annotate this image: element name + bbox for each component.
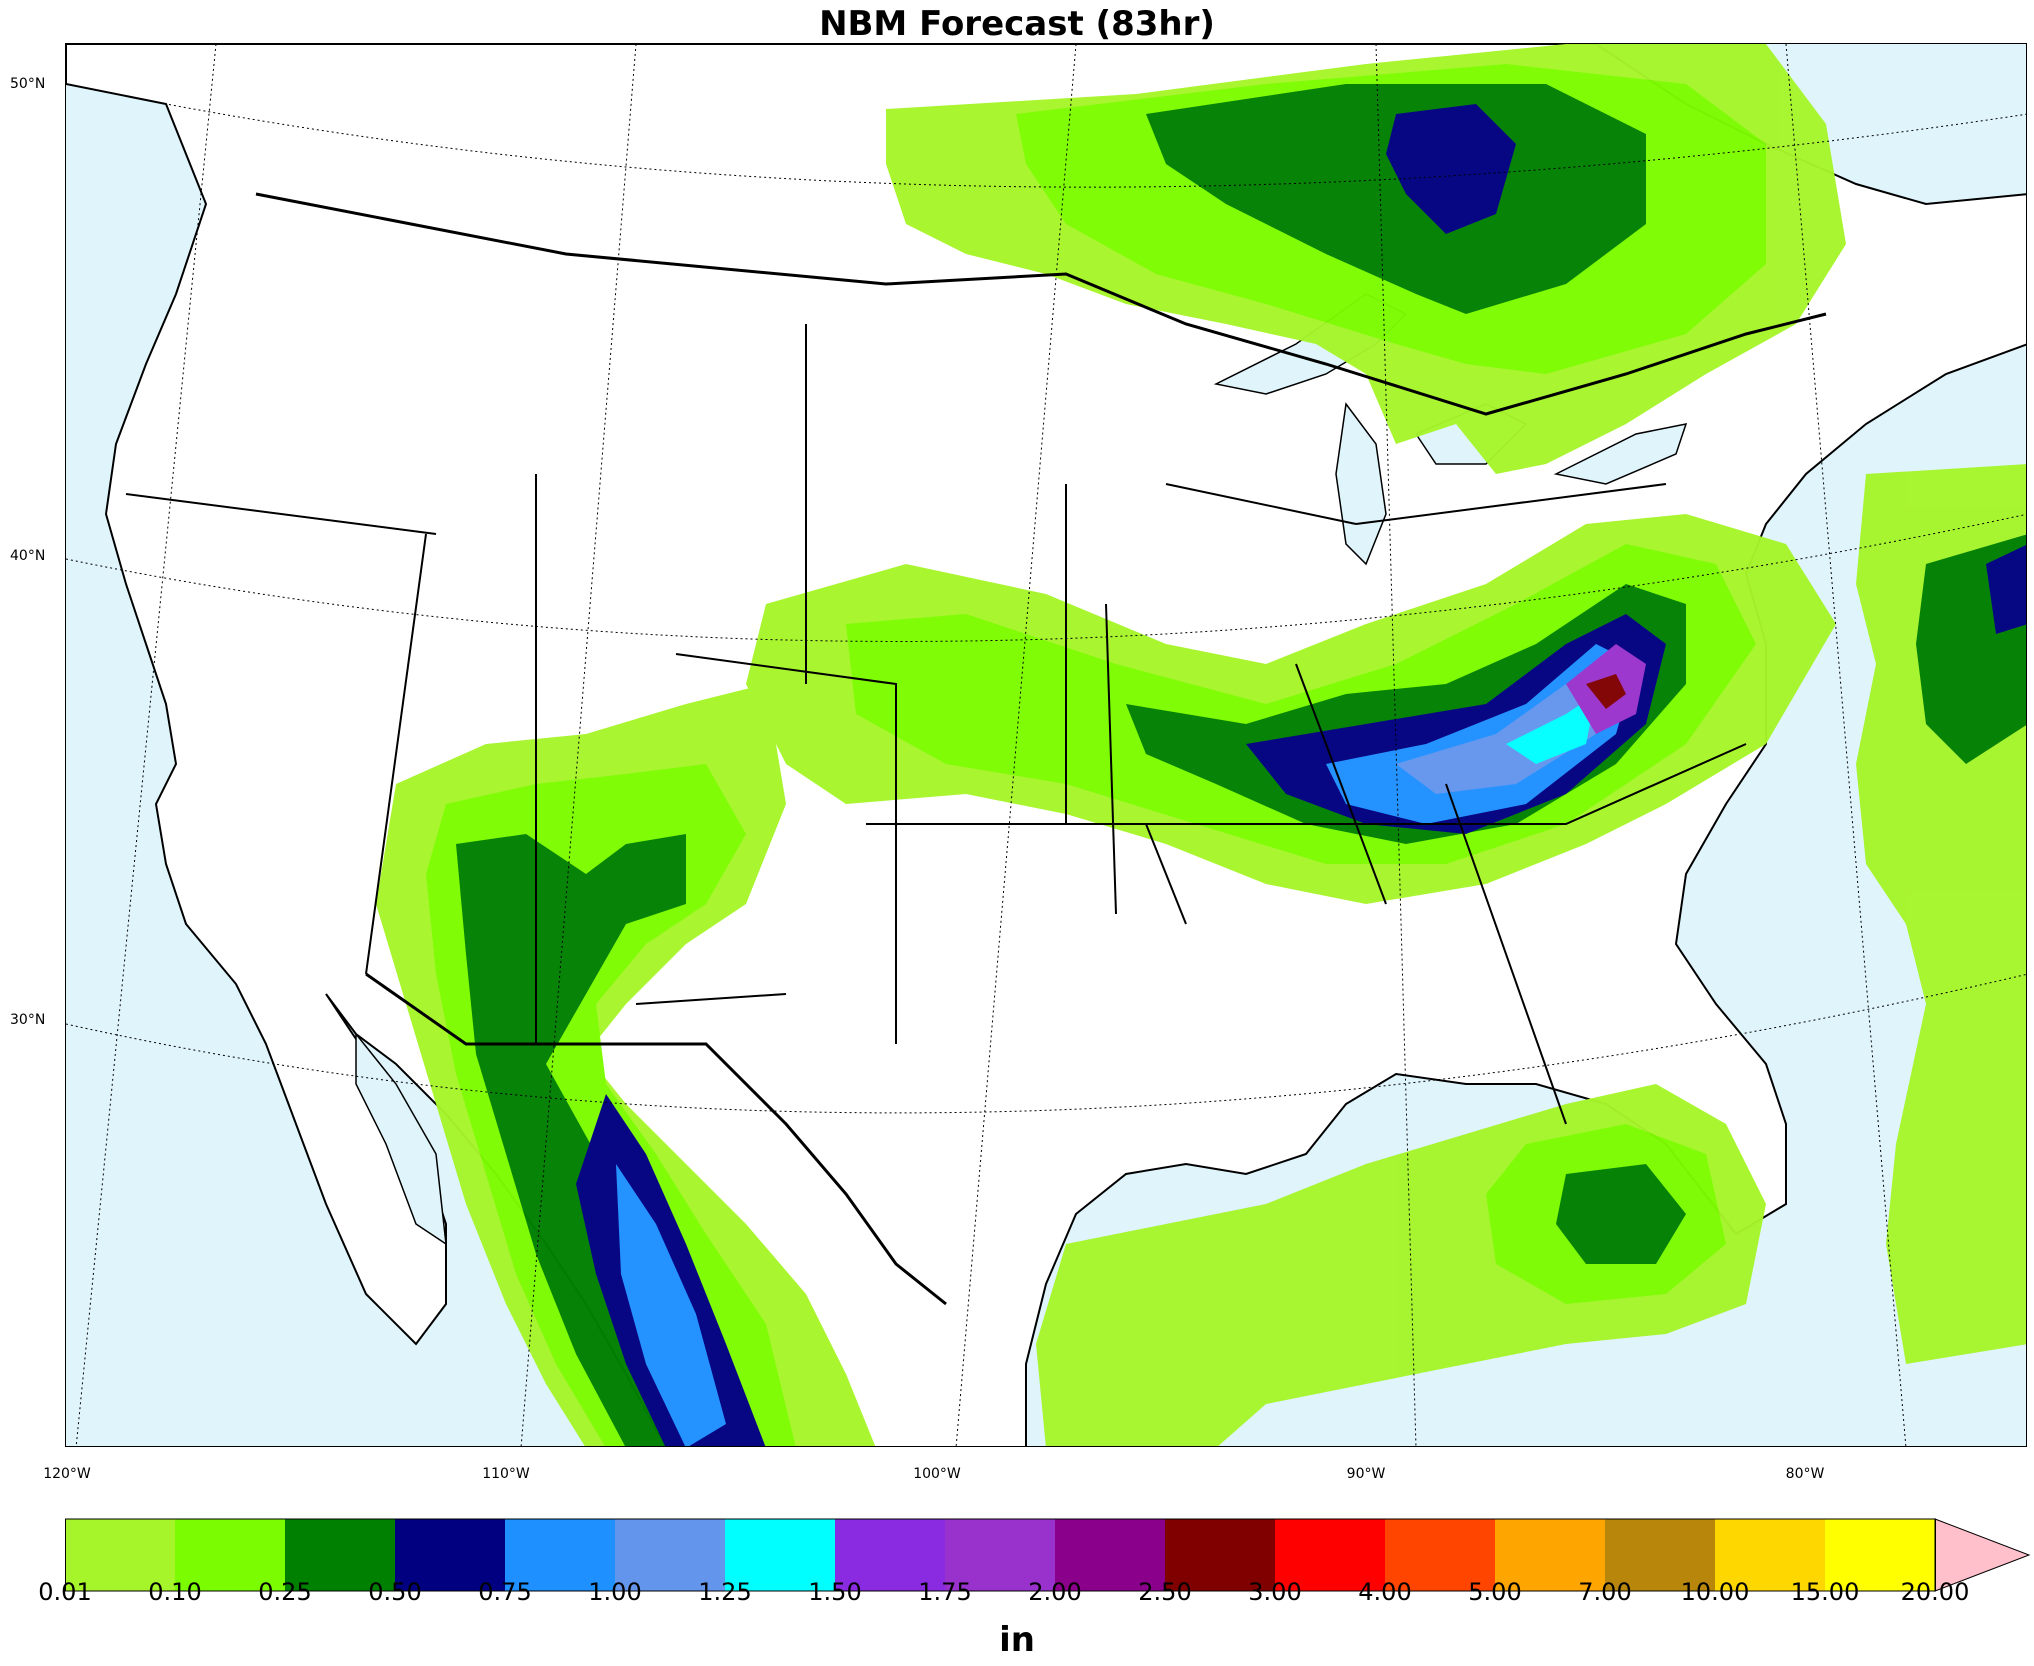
colorbar-segment	[1165, 1519, 1276, 1591]
lon-label-90w: 90°W	[1346, 1466, 1386, 1482]
colorbar-segment	[1495, 1519, 1606, 1591]
colorbar-tick-label: 0.10	[148, 1578, 202, 1606]
colorbar-segment	[395, 1519, 506, 1591]
colorbar-segment	[1385, 1519, 1496, 1591]
lat-label-30n: 30°N	[10, 1012, 46, 1028]
precip-mexico-blue	[616, 1164, 726, 1446]
lat-label-40n: 40°N	[10, 548, 46, 564]
precip-colorbar	[65, 1518, 2031, 1592]
colorbar-tick-label: 1.75	[918, 1578, 972, 1606]
colorbar-segment	[65, 1519, 176, 1591]
precip-gulf-heavy	[1556, 1164, 1686, 1264]
colorbar-tick-label: 10.00	[1680, 1578, 1750, 1606]
colorbar-tick-label: 0.75	[478, 1578, 532, 1606]
colorbar-segment	[945, 1519, 1056, 1591]
colorbar-tick-label: 0.01	[38, 1578, 92, 1606]
colorbar-tick-label: 3.00	[1248, 1578, 1302, 1606]
colorbar-tick-label: 2.50	[1138, 1578, 1192, 1606]
colorbar-segment	[725, 1519, 836, 1591]
colorbar-tick-label: 1.25	[698, 1578, 752, 1606]
precip-atlantic-max	[1986, 544, 2026, 634]
colorbar-segment	[835, 1519, 946, 1591]
colorbar-tick-label: 15.00	[1790, 1578, 1860, 1606]
colorbar-segment	[175, 1519, 286, 1591]
lat-label-50n: 50°N	[10, 76, 46, 92]
colorbar-tick-label: 5.00	[1468, 1578, 1522, 1606]
lon-label-80w: 80°W	[1785, 1466, 1825, 1482]
lon-label-110w: 110°W	[482, 1466, 530, 1482]
map-title: NBM Forecast (83hr)	[819, 4, 1215, 44]
colorbar-tick-label: 2.00	[1028, 1578, 1082, 1606]
colorbar-segment	[1055, 1519, 1166, 1591]
border-layer	[125, 192, 1827, 1306]
precip-layer	[376, 44, 2026, 1446]
colorbar-units: in	[999, 1620, 1035, 1660]
colorbar-segment	[1715, 1519, 1826, 1591]
state-lines	[125, 324, 1747, 1125]
precip-north-max	[1386, 104, 1516, 234]
precip-ohio-cornflower	[1396, 674, 1611, 794]
lon-label-120w: 120°W	[43, 1466, 91, 1482]
precip-north-heavy	[1146, 84, 1646, 314]
lon-label-100w: 100°W	[913, 1466, 961, 1482]
colorbar-tick-label: 0.25	[258, 1578, 312, 1606]
precip-ohio-blue	[1326, 644, 1636, 824]
gulf-of-california	[355, 1031, 447, 1246]
us-canada-border	[255, 192, 1827, 416]
us-mexico-border	[365, 972, 947, 1306]
colorbar-tick-label: 0.50	[368, 1578, 422, 1606]
colorbar-segment	[1825, 1519, 1936, 1591]
colorbar-tick-label: 1.50	[808, 1578, 862, 1606]
precip-ohio-cyan	[1506, 694, 1596, 764]
colorbar-segment	[615, 1519, 726, 1591]
colorbar-tick-label: 7.00	[1578, 1578, 1632, 1606]
colorbar-tick-label: 20.00	[1900, 1578, 1970, 1606]
colorbar-segment	[1605, 1519, 1716, 1591]
colorbar-tick-label: 1.00	[588, 1578, 642, 1606]
colorbar-segment	[505, 1519, 616, 1591]
colorbar-segment	[1275, 1519, 1386, 1591]
colorbar-outline	[65, 1518, 1936, 1592]
colorbar-segment	[285, 1519, 396, 1591]
graticule	[66, 44, 2026, 1446]
precipitation-map	[65, 43, 2027, 1447]
colorbar-tick-label: 4.00	[1358, 1578, 1412, 1606]
precip-ohio-maroon	[1586, 674, 1626, 709]
